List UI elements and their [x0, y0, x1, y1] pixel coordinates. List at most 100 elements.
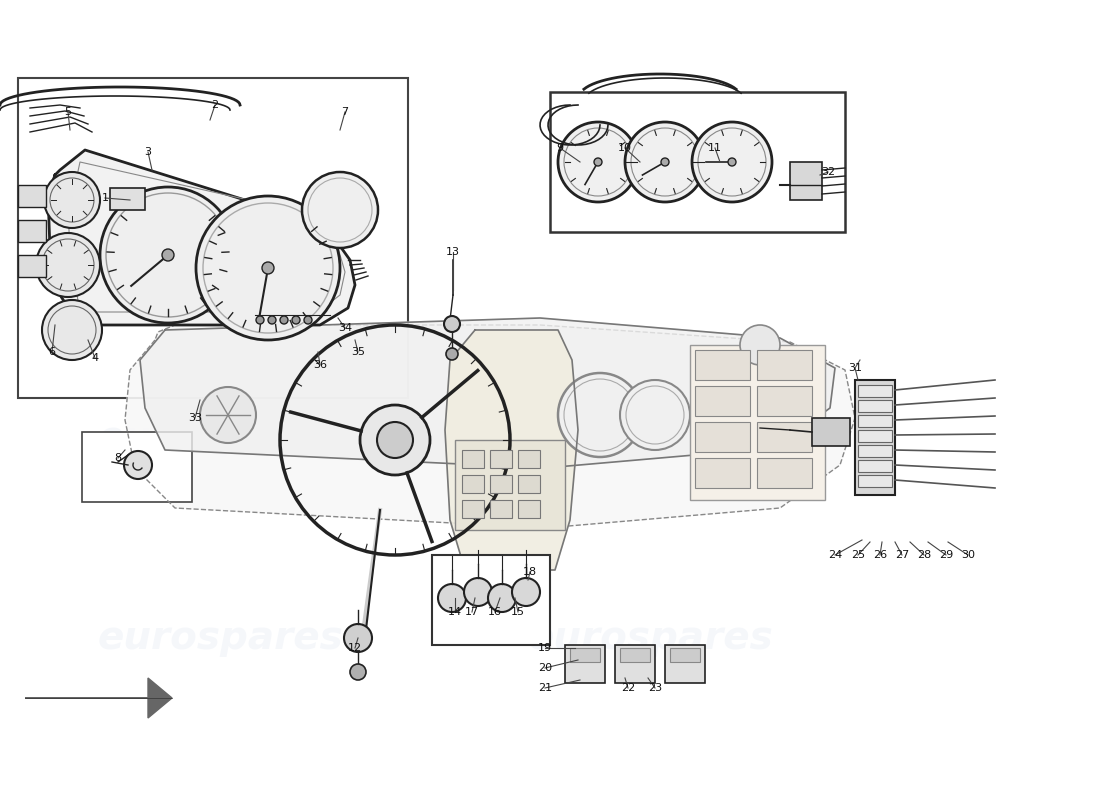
Circle shape: [728, 158, 736, 166]
Bar: [615, 645, 654, 683]
Bar: [462, 450, 484, 468]
Bar: [18, 220, 46, 242]
Circle shape: [36, 233, 100, 297]
Bar: [790, 162, 822, 200]
Circle shape: [692, 122, 772, 202]
Bar: [570, 648, 600, 662]
Bar: [858, 400, 892, 412]
Circle shape: [558, 373, 642, 457]
Bar: [620, 648, 650, 662]
Circle shape: [162, 249, 174, 261]
Bar: [666, 645, 705, 683]
Circle shape: [292, 316, 300, 324]
Polygon shape: [48, 150, 355, 325]
Text: 20: 20: [538, 663, 552, 673]
Bar: [695, 386, 750, 416]
Circle shape: [268, 316, 276, 324]
Text: 29: 29: [939, 550, 953, 560]
Text: 34: 34: [338, 323, 352, 333]
Bar: [670, 648, 700, 662]
Bar: [565, 645, 605, 683]
Bar: [695, 350, 750, 380]
Text: eurospares: eurospares: [497, 419, 742, 457]
Text: eurospares: eurospares: [527, 619, 773, 657]
Bar: [757, 350, 812, 380]
Text: 22: 22: [620, 683, 635, 693]
Circle shape: [262, 262, 274, 274]
Circle shape: [256, 316, 264, 324]
Bar: [18, 185, 46, 207]
Text: 7: 7: [341, 107, 349, 117]
Bar: [855, 380, 895, 495]
Circle shape: [124, 451, 152, 479]
Circle shape: [44, 172, 100, 228]
Text: 26: 26: [873, 550, 887, 560]
Text: 5: 5: [65, 107, 72, 117]
Circle shape: [360, 405, 430, 475]
Circle shape: [625, 122, 705, 202]
Text: 2: 2: [211, 100, 219, 110]
Bar: [695, 422, 750, 452]
Text: 30: 30: [961, 550, 975, 560]
Bar: [462, 500, 484, 518]
Text: 6: 6: [48, 347, 55, 357]
Bar: [432, 555, 550, 645]
Circle shape: [512, 578, 540, 606]
Text: 8: 8: [114, 453, 122, 463]
Text: 13: 13: [446, 247, 460, 257]
Bar: [518, 450, 540, 468]
Circle shape: [438, 584, 466, 612]
Circle shape: [620, 380, 690, 450]
Bar: [858, 445, 892, 457]
Text: 3: 3: [144, 147, 152, 157]
Polygon shape: [25, 678, 172, 718]
Circle shape: [661, 158, 669, 166]
Text: eurospares: eurospares: [97, 419, 343, 457]
Bar: [858, 460, 892, 472]
Circle shape: [302, 172, 378, 248]
Circle shape: [740, 325, 780, 365]
Text: 10: 10: [618, 143, 632, 153]
Circle shape: [196, 196, 340, 340]
Bar: [757, 422, 812, 452]
Text: 32: 32: [821, 167, 835, 177]
Bar: [518, 475, 540, 493]
Text: 9: 9: [557, 143, 563, 153]
Text: 28: 28: [917, 550, 931, 560]
Bar: [455, 440, 565, 530]
Text: 21: 21: [538, 683, 552, 693]
Bar: [858, 415, 892, 427]
Bar: [812, 418, 850, 446]
Text: 15: 15: [512, 607, 525, 617]
Circle shape: [464, 578, 492, 606]
Bar: [18, 78, 408, 398]
Text: 23: 23: [648, 683, 662, 693]
Text: 16: 16: [488, 607, 502, 617]
Text: 12: 12: [348, 643, 362, 653]
Bar: [550, 92, 845, 232]
Circle shape: [444, 316, 460, 332]
Bar: [18, 255, 46, 277]
Text: 18: 18: [522, 567, 537, 577]
Bar: [110, 188, 145, 210]
Circle shape: [344, 624, 372, 652]
Bar: [490, 450, 512, 468]
Bar: [82, 432, 192, 502]
Bar: [695, 458, 750, 488]
Text: 31: 31: [848, 363, 862, 373]
Circle shape: [100, 187, 236, 323]
Circle shape: [42, 300, 102, 360]
Circle shape: [280, 316, 288, 324]
Text: 1: 1: [101, 193, 109, 203]
Circle shape: [304, 316, 312, 324]
Text: 14: 14: [448, 607, 462, 617]
Circle shape: [594, 158, 602, 166]
Text: 36: 36: [314, 360, 327, 370]
Text: 33: 33: [188, 413, 202, 423]
Bar: [858, 430, 892, 442]
Bar: [490, 475, 512, 493]
Text: 27: 27: [895, 550, 909, 560]
Circle shape: [200, 387, 256, 443]
Text: 4: 4: [91, 353, 99, 363]
Text: 35: 35: [351, 347, 365, 357]
